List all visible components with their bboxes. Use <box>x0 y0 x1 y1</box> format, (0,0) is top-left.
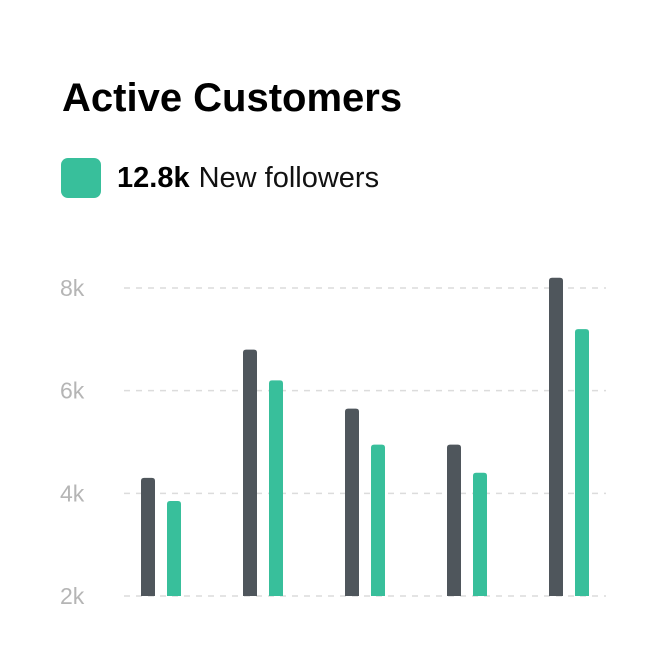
bar-series-1 <box>345 408 359 596</box>
bars <box>141 277 589 596</box>
bar-new-followers <box>269 380 283 596</box>
y-tick-label: 8k <box>60 275 85 301</box>
grid-layer <box>124 287 606 597</box>
bar-new-followers <box>473 472 487 596</box>
bar-new-followers <box>575 329 589 596</box>
bar-series-1 <box>549 277 563 596</box>
y-tick-label: 6k <box>60 378 85 404</box>
y-tick-label: 2k <box>60 583 85 609</box>
legend-swatch <box>61 158 101 198</box>
bar-series-1 <box>243 349 257 596</box>
chart-title: Active Customers <box>62 76 403 120</box>
legend: 12.8k New followers <box>61 157 379 199</box>
legend-label: New followers <box>198 161 380 194</box>
bar-new-followers <box>371 444 385 596</box>
y-axis-ticks: 2k 4k 6k 8k <box>60 275 85 609</box>
bar-new-followers <box>167 501 181 596</box>
legend-value: 12.8k <box>117 161 190 194</box>
y-tick-label: 4k <box>60 480 85 506</box>
bar-series-1 <box>447 444 461 596</box>
bar-series-1 <box>141 477 155 596</box>
